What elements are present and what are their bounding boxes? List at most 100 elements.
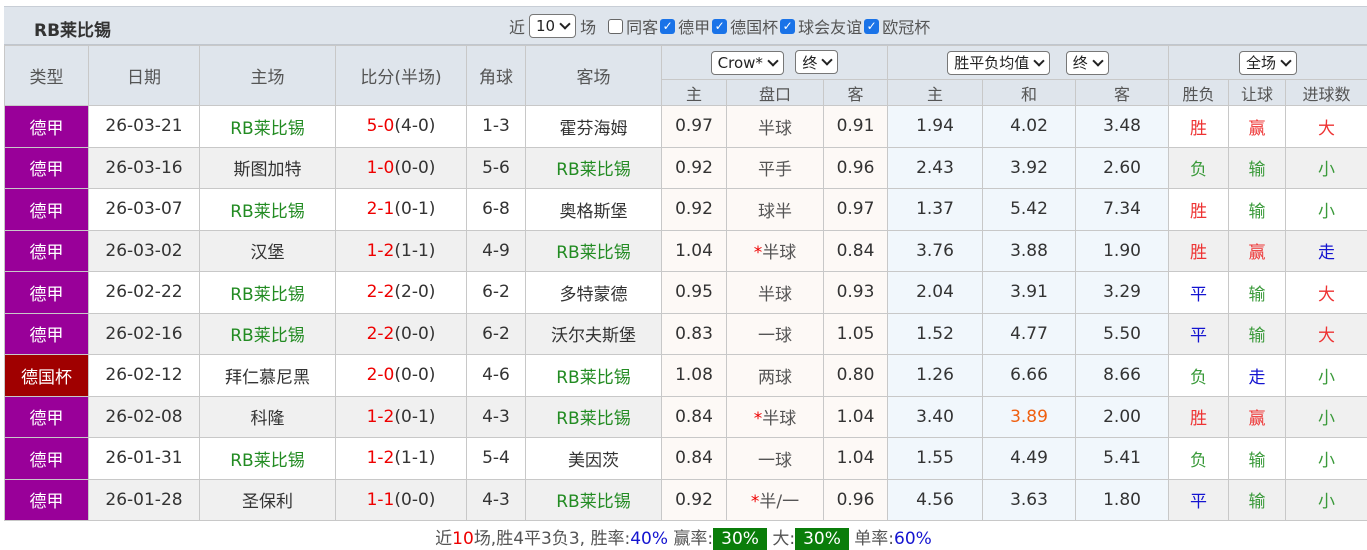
recent-prefix: 近 [509,18,526,37]
full-time-score: 1-0 [366,157,395,178]
full-time-score: 2-1 [366,199,395,220]
goals-result: 小 [1285,354,1367,397]
filter-3[interactable]: ✓ 球会友谊 [780,14,862,38]
checkbox-icon[interactable]: ✓ [864,18,880,34]
home-team[interactable]: RB莱比锡 [199,312,336,355]
checkbox-icon[interactable]: ✓ [780,18,796,34]
away-team[interactable]: 多特蒙德 [525,271,662,314]
col-goals: 进球数 [1285,79,1367,106]
eu-home-odds: 1.55 [887,437,984,480]
col-ah-line: 盘口 [726,79,824,106]
filter-label: 同客 [626,18,659,37]
table-row: 德甲 26-03-21 RB莱比锡 5-0(4-0) 1-3 霍芬海姆 0.97 半球 0.91… [4,105,1367,148]
full-time-score: 1-1 [366,489,395,510]
chevron-down-icon [767,55,779,67]
score: 1-0(0-0) [335,146,467,189]
win-rate-label: 胜率: [590,529,631,549]
table-row: 德甲 26-02-16 RB莱比锡 2-2(0-0) 6-2 沃尔夫斯堡 0.83 一球 1.0… [4,312,1367,355]
recent-matches-panel: RB莱比锡 近 10 场 同客 ✓ 德甲 ✓ 德国杯 ✓ 球会友谊 ✓ 欧冠杯 类型 日期 主场… [4,6,1367,521]
matches-table: 类型 日期 主场 比分(半场) 角球 客场 Crow* 终 胜平负均值 终 全场 [4,45,1367,521]
chevron-down-icon [821,54,834,66]
home-team[interactable]: RB莱比锡 [199,188,336,231]
home-team[interactable]: RB莱比锡 [199,437,336,480]
ah-home-odds: 0.92 [661,188,727,231]
eu-draw-odds: 3.89 [982,395,1077,438]
eu-draw-odds: 6.66 [982,354,1077,397]
asian-handicap-header: Crow* 终 [660,45,889,80]
eu-draw-odds: 3.91 [982,271,1077,314]
goals-result: 小 [1285,437,1367,480]
match-date: 26-03-21 [88,105,200,148]
filter-4[interactable]: ✓ 欧冠杯 [864,14,930,38]
filter-2[interactable]: ✓ 德国杯 [712,14,778,38]
handicap-line: 半球 [758,284,792,305]
score: 2-2(2-0) [335,271,467,314]
home-team[interactable]: 圣保利 [199,478,336,521]
ah-line: 两球 [726,354,824,397]
goals-result: 大 [1285,271,1367,314]
handicap-line: 半球 [762,243,797,264]
home-team[interactable]: RB莱比锡 [199,271,336,314]
star-marker: * [753,409,763,430]
win-rate: 40% [630,529,669,549]
ah-line: *半/一 [726,478,824,521]
ah-away-odds: 1.04 [822,437,889,480]
eu-home-odds: 3.76 [887,229,984,272]
col-type: 类型 [4,45,89,106]
eu-company-select[interactable]: 胜平负均值 [947,50,1051,75]
match-date: 26-01-31 [88,437,200,480]
eu-home-odds: 2.04 [887,271,984,314]
col-away: 客场 [525,45,662,106]
checkbox-icon[interactable] [608,18,624,34]
home-team[interactable]: 汉堡 [199,229,336,272]
half-time-score: (0-0) [394,489,436,510]
recent-count-select[interactable]: 10 [529,14,577,38]
col-corners: 角球 [466,45,526,106]
over-rate: 30% [795,528,849,550]
home-team[interactable]: RB莱比锡 [199,105,336,148]
home-team[interactable]: 科隆 [199,395,336,438]
corners: 5-4 [466,437,526,480]
handicap-line: 半/一 [759,492,800,513]
away-team[interactable]: RB莱比锡 [525,354,662,397]
eu-away-odds: 1.80 [1075,478,1170,521]
ah-line: 半球 [726,271,824,314]
match-date: 26-03-02 [88,229,200,272]
ah-mode-select[interactable]: 终 [795,50,839,75]
home-team[interactable]: 拜仁慕尼黑 [199,354,336,397]
eu-mode-select[interactable]: 终 [1065,50,1109,75]
score: 2-1(0-1) [335,188,467,231]
filter-label: 欧冠杯 [882,18,931,37]
handicap-result: 走 [1228,354,1287,397]
eu-draw-odds: 5.42 [982,188,1077,231]
euro-odds-header: 胜平负均值 终 [887,45,1170,80]
chevron-down-icon [1092,54,1104,67]
ah-home-odds: 1.04 [661,229,727,272]
away-team[interactable]: RB莱比锡 [525,395,662,438]
filter-bar: 近 10 场 同客 ✓ 德甲 ✓ 德国杯 ✓ 球会友谊 ✓ 欧冠杯 [509,14,930,38]
ah-away-odds: 0.96 [822,146,889,189]
handicap-line: 球半 [758,201,792,222]
away-team[interactable]: 霍芬海姆 [525,105,662,148]
ah-home-odds: 0.83 [661,312,727,355]
away-team[interactable]: 沃尔夫斯堡 [525,312,662,355]
away-team[interactable]: RB莱比锡 [525,146,662,189]
full-time-score: 2-2 [366,282,395,303]
period-select[interactable]: 全场 [1239,50,1298,75]
ah-company-select[interactable]: Crow* [710,50,784,75]
away-team[interactable]: RB莱比锡 [525,478,662,521]
home-team[interactable]: 斯图加特 [199,146,336,189]
ah-line: 半球 [726,105,824,148]
result-header: 全场 [1168,45,1367,80]
away-team[interactable]: 美因茨 [525,437,662,480]
col-date: 日期 [88,45,200,106]
checkbox-icon[interactable]: ✓ [660,18,676,34]
filter-0[interactable]: 同客 [608,14,658,38]
ah-away-odds: 1.04 [822,395,889,438]
filter-1[interactable]: ✓ 德甲 [660,14,710,38]
away-team[interactable]: RB莱比锡 [525,229,662,272]
match-result: 胜 [1168,188,1230,231]
checkbox-icon[interactable]: ✓ [712,18,728,34]
away-team[interactable]: 奥格斯堡 [525,188,662,231]
goals-result: 小 [1285,188,1367,231]
